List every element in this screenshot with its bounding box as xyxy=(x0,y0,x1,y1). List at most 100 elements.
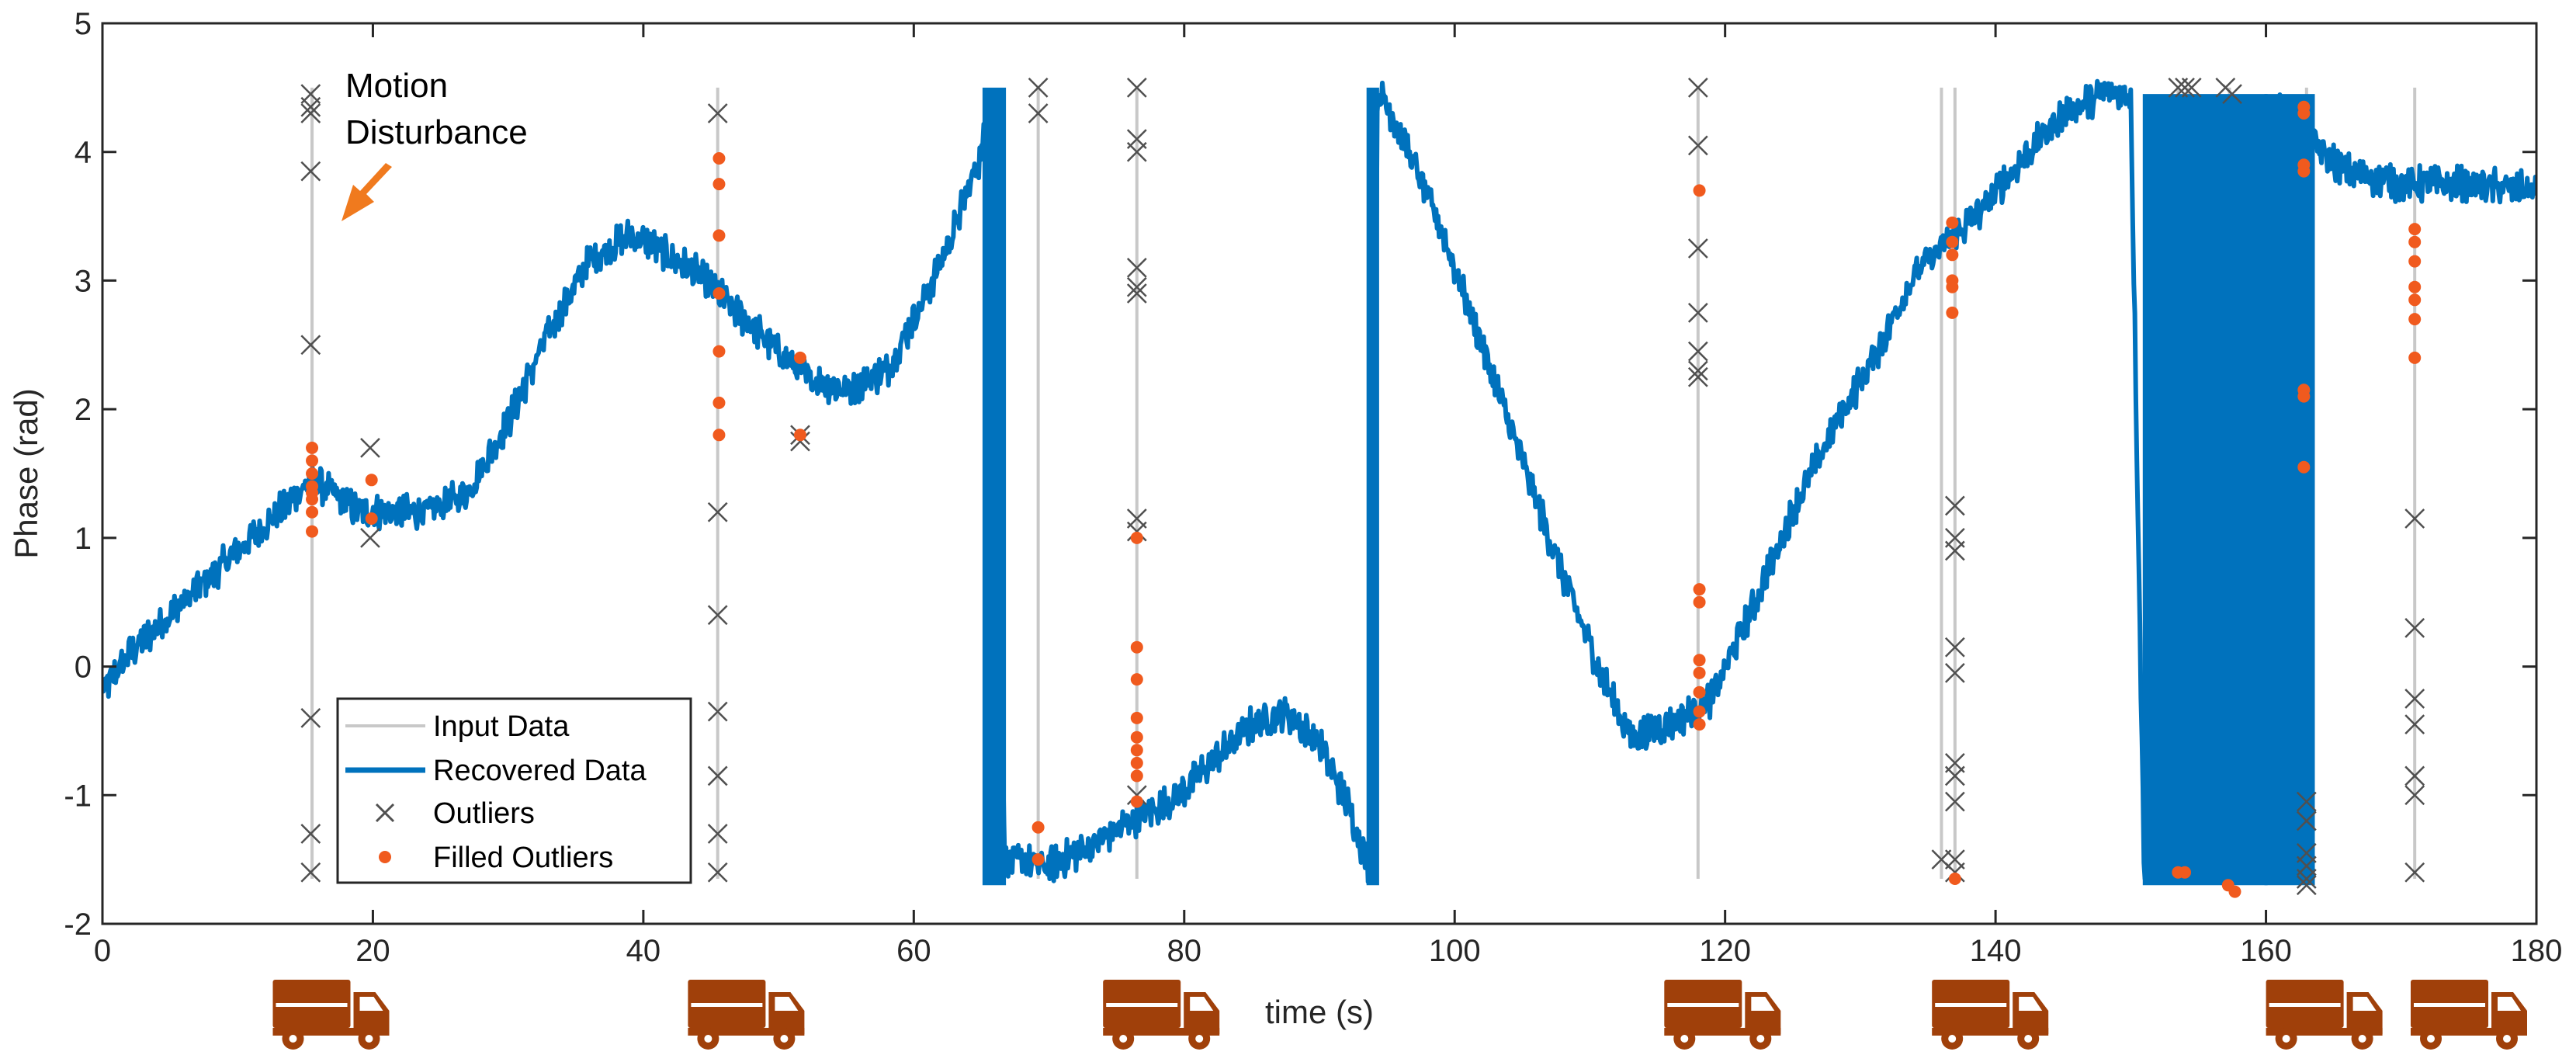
y-tick-label-2: 0 xyxy=(75,651,92,685)
legend-input-label: Input Data xyxy=(433,710,570,743)
filled-point-16 xyxy=(712,429,726,442)
outlier-point-29 xyxy=(1126,785,1147,806)
outlier-point-14 xyxy=(707,765,728,786)
filled-point-2 xyxy=(306,467,319,480)
outlier-point-23 xyxy=(1126,141,1147,162)
outlier-point-60 xyxy=(2404,617,2425,638)
filled-point-58 xyxy=(2408,255,2422,268)
filled-point-5 xyxy=(306,493,319,506)
outlier-point-49 xyxy=(2175,77,2195,98)
filled-point-40 xyxy=(1946,248,1959,262)
filled-point-27 xyxy=(1130,769,1143,783)
filled-point-37 xyxy=(1693,184,1706,197)
x-tick-label-9: 180 xyxy=(2511,934,2563,968)
x-tick-label-3: 60 xyxy=(896,934,931,968)
outlier-point-53 xyxy=(2296,791,2317,812)
filled-point-42 xyxy=(1946,306,1959,319)
y-tick-label-6: 4 xyxy=(75,136,92,170)
filled-point-62 xyxy=(2408,351,2422,364)
outlier-point-11 xyxy=(707,502,728,522)
outlier-point-7 xyxy=(300,862,321,883)
outlier-point-58 xyxy=(2296,875,2317,896)
outlier-point-47 xyxy=(1944,862,1965,883)
filled-point-60 xyxy=(2408,293,2422,307)
outlier-point-1 xyxy=(300,96,321,117)
filled-point-32 xyxy=(1693,654,1706,667)
outlier-point-41 xyxy=(1944,637,1965,658)
x-tick-label-2: 40 xyxy=(626,934,661,968)
outlier-point-3 xyxy=(300,161,321,182)
filled-point-18 xyxy=(793,429,806,442)
truck-icon-4 xyxy=(1932,980,2049,1050)
filled-point-19 xyxy=(1031,821,1045,834)
filled-point-36 xyxy=(1693,718,1706,731)
filled-point-59 xyxy=(2408,280,2422,293)
outlier-point-34 xyxy=(1687,341,1708,362)
filled-point-54 xyxy=(2297,390,2311,403)
filled-point-1 xyxy=(306,454,319,467)
recovered-wrap-0 xyxy=(982,87,1007,886)
filled-point-28 xyxy=(1130,795,1143,808)
x-tick-label-1: 20 xyxy=(355,934,390,968)
recovered-line xyxy=(102,78,2536,884)
filled-point-50 xyxy=(2297,107,2311,120)
filled-point-48 xyxy=(2228,885,2241,898)
recovered-wrap-1 xyxy=(1366,87,1379,886)
truck-icon-6 xyxy=(2411,980,2527,1050)
outlier-point-4 xyxy=(300,335,321,356)
outlier-point-8 xyxy=(360,437,380,458)
legend-filled-marker xyxy=(379,851,391,863)
y-tick-label-1: -1 xyxy=(64,779,92,813)
axes: 0 20 40 60 80 100 120 140 160 180 -2 -1 0 1 2 3 4 5 xyxy=(64,7,2562,968)
truck-icon-3 xyxy=(1664,980,1781,1050)
filled-point-21 xyxy=(1130,640,1143,654)
outlier-point-10 xyxy=(707,103,728,123)
filled-point-35 xyxy=(1693,705,1706,718)
legend: Input Data Recovered Data Outliers Fille… xyxy=(336,697,692,884)
filled-point-43 xyxy=(1946,280,1959,293)
filled-point-33 xyxy=(1693,666,1706,679)
outlier-point-26 xyxy=(1126,283,1147,304)
outlier-point-63 xyxy=(2404,765,2425,786)
y-tick-label-7: 5 xyxy=(75,7,92,41)
outlier-point-9 xyxy=(360,527,380,548)
y-axis-label: Phase (rad) xyxy=(8,388,44,558)
outlier-point-16 xyxy=(707,862,728,883)
outlier-point-2 xyxy=(300,103,321,123)
annotation: Motion Disturbance xyxy=(342,67,528,221)
filled-point-25 xyxy=(1130,744,1143,757)
filled-point-12 xyxy=(712,229,726,242)
outlier-point-50 xyxy=(2181,77,2202,98)
outlier-point-33 xyxy=(1687,302,1708,323)
filled-point-6 xyxy=(306,505,319,519)
outlier-point-6 xyxy=(300,824,321,844)
outlier-point-64 xyxy=(2404,785,2425,806)
filled-point-44 xyxy=(1948,873,1961,885)
filled-point-13 xyxy=(712,287,726,300)
outlier-point-35 xyxy=(1687,360,1708,381)
x-tick-label-4: 80 xyxy=(1167,934,1202,968)
outlier-point-45 xyxy=(1944,791,1965,812)
filled-point-8 xyxy=(365,474,378,487)
outlier-point-19 xyxy=(1028,77,1049,98)
y-tick-label-3: 1 xyxy=(75,522,92,556)
legend-outlier-marker xyxy=(375,803,395,823)
outlier-point-21 xyxy=(1126,77,1147,98)
filled-point-39 xyxy=(1946,235,1959,248)
recovered-oscillation-1 xyxy=(2264,94,2315,886)
outlier-point-31 xyxy=(1687,135,1708,156)
filled-point-14 xyxy=(712,345,726,358)
filled-point-38 xyxy=(1946,216,1959,229)
filled-point-11 xyxy=(712,178,726,191)
outlier-point-54 xyxy=(2296,810,2317,831)
outlier-point-65 xyxy=(2404,862,2425,883)
filled-point-23 xyxy=(1130,711,1143,724)
annotation-line-2: Disturbance xyxy=(345,113,528,151)
filled-point-9 xyxy=(365,512,378,525)
outliers-series xyxy=(300,77,2425,896)
filled-point-56 xyxy=(2408,223,2422,236)
x-tick-label-7: 140 xyxy=(1970,934,2022,968)
outlier-point-28 xyxy=(1126,521,1147,542)
outlier-point-62 xyxy=(2404,714,2425,735)
